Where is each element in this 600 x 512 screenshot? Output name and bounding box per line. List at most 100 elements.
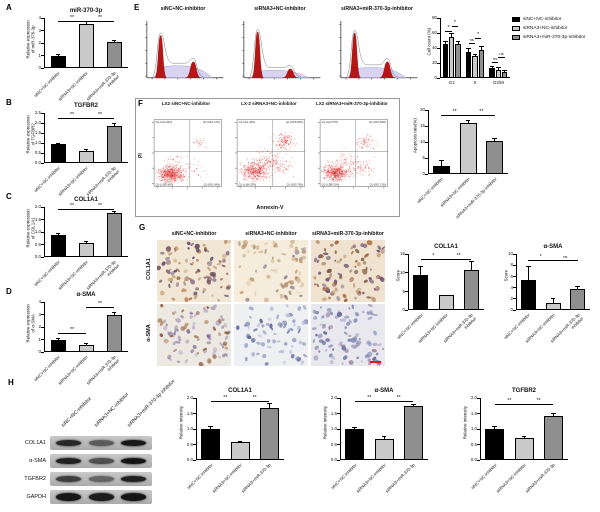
y-tick-label: 1.0 (470, 426, 477, 432)
blot-band (55, 493, 81, 501)
sig-label: ns (493, 56, 498, 62)
bar (478, 49, 485, 78)
sig-line (446, 259, 472, 260)
bar (489, 68, 495, 78)
x-axis-label: siNC+NC-inhibitor (395, 311, 424, 340)
x-axis-label: siNC+NC-inhibitor (416, 175, 445, 204)
bar (463, 270, 479, 310)
svg-text:Q1-LL(88.31%): Q1-LL(88.31%) (322, 182, 340, 186)
error-bar-cap (492, 426, 498, 427)
y-tick (337, 428, 340, 430)
y-tick (437, 32, 440, 34)
x-category-label: G2/M (492, 80, 504, 85)
sig-line (553, 260, 578, 261)
y-tick (337, 444, 340, 445)
y-tick-label: 2 (38, 40, 41, 46)
error-bar (85, 149, 87, 151)
y-tick (425, 157, 428, 159)
sig-line (86, 307, 114, 308)
svg-text:Q1-UR(1.16%): Q1-UR(1.16%) (203, 120, 220, 124)
blot-band (121, 493, 147, 501)
y-tick (425, 125, 428, 127)
chart-apoptosis-rate: Apoptosis rate(%) 0 5 10 15 20 siNC+NC-inhibit… (404, 102, 528, 219)
sig-line (210, 401, 240, 402)
scatter-plot: LX-2 siRNA3+NC-inhibitor Q1-UL(1.40%) Q1-U… (231, 101, 307, 202)
bar (106, 42, 122, 68)
bar (438, 295, 454, 310)
error-bar-cap (442, 40, 448, 42)
y-tick (437, 77, 440, 79)
ihc-column-title: siRNA3+NC-inhibitor (245, 231, 297, 237)
bar (78, 150, 94, 163)
bar (413, 275, 429, 310)
y-tick (405, 290, 408, 292)
y-tick (425, 141, 428, 143)
sig-line (384, 401, 414, 402)
scatter-title: LX2 siRNA3+miR-370-3p-inhibitor (316, 101, 388, 106)
y-tick (41, 206, 44, 208)
error-bar (577, 286, 579, 290)
blot-band (55, 457, 81, 465)
sig-label: ** (252, 395, 257, 402)
y-tick-label: 20 (432, 60, 437, 66)
sig-line (86, 118, 114, 119)
bar (50, 55, 66, 68)
y-tick-label: 1.0 (34, 229, 41, 235)
ihc-tissue-image (311, 240, 385, 302)
sig-label: ** (507, 398, 512, 405)
y-tick (41, 55, 44, 56)
sig-label: ** (69, 14, 75, 21)
error-bar-cap (237, 440, 243, 442)
sig-label: ** (452, 109, 457, 116)
scatter-canvas: Q1-UL(1.40%) Q1-UR(8.29%) Q1-LL(84.52%) Q1-… (234, 119, 305, 189)
ihc-tissue-image (234, 240, 308, 302)
chart-ihc-col1a1-score: COL1A1 Score 0 5 10 15 siNC+NC-inhibitor siRNA3… (388, 242, 494, 367)
bar (78, 344, 94, 352)
svg-text:Q1-LR(5.79%): Q1-LR(5.79%) (287, 182, 304, 186)
ihc-column-title: siRNA3+miR-370-3p-inhibitor (312, 231, 384, 237)
y-tick (513, 264, 516, 266)
flow-histogram: siRNA3+NC-inhibitor (237, 6, 323, 94)
error-bar (504, 70, 506, 72)
legend-item: siRNA3+miR-370-3p-inhibitor (512, 34, 600, 42)
error-bar (113, 211, 115, 213)
y-tick-label: 2.5 (34, 110, 41, 116)
y-tick (41, 219, 44, 220)
sig-label: * (432, 253, 435, 260)
y-tick-label: 4 (38, 15, 41, 21)
error-bar-cap (111, 40, 117, 41)
histogram-title: siNC+NC-inhibitor (160, 6, 206, 12)
error-bar (494, 138, 496, 142)
error-bar (494, 426, 496, 429)
y-tick (41, 231, 44, 233)
x-category-label: G1 (448, 80, 455, 85)
y-tick-label: 0.0 (330, 457, 337, 463)
bar (50, 234, 66, 257)
y-tick (41, 162, 44, 164)
y-tick (405, 253, 408, 255)
error-bar-cap (83, 149, 89, 150)
y-tick-label: 1.5 (470, 410, 477, 416)
panel-f-x-axis-label: Annexin-V (256, 205, 284, 211)
error-bar (85, 241, 87, 243)
error-bar (527, 266, 529, 281)
error-bar-cap (521, 436, 527, 438)
svg-text:Q1-UL(0.57%): Q1-UL(0.57%) (322, 120, 339, 124)
y-tick-label: 0 (434, 75, 437, 81)
y-tick-label: 2 (510, 296, 513, 301)
bar (106, 212, 122, 257)
error-bar-cap (111, 123, 117, 124)
y-tick (405, 272, 408, 274)
error-bar-cap (55, 232, 61, 234)
error-bar (57, 338, 59, 340)
blot-band (55, 439, 81, 447)
error-bar-cap (410, 403, 416, 405)
error-bar-cap (489, 66, 495, 68)
y-tick (477, 413, 480, 414)
y-tick (337, 397, 340, 399)
error-bar-cap (492, 138, 498, 140)
error-bar (481, 46, 482, 50)
blot-band (121, 457, 147, 465)
panel-label-b: B (6, 98, 12, 107)
error-bar-cap (55, 54, 61, 56)
